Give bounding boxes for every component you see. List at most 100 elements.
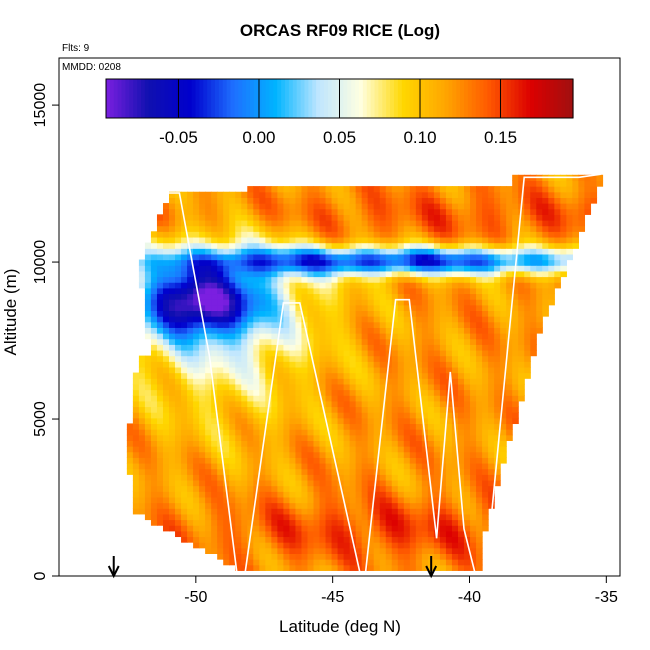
heatmap-cell xyxy=(223,287,230,295)
heatmap-cell xyxy=(536,276,543,283)
heatmap-cell xyxy=(494,338,501,345)
heatmap-cell xyxy=(427,310,435,317)
heatmap-cell xyxy=(367,457,375,464)
heatmap-cell xyxy=(530,333,537,340)
heatmap-cell xyxy=(373,536,381,543)
heatmap-cell xyxy=(162,287,170,295)
heatmap-cell xyxy=(554,225,561,232)
heatmap-cell xyxy=(427,208,435,215)
heatmap-cell xyxy=(415,304,423,312)
heatmap-cell xyxy=(144,434,152,441)
heatmap-cell xyxy=(470,389,477,396)
heatmap-cell xyxy=(439,355,447,362)
heatmap-cell xyxy=(325,462,333,470)
heatmap-cell xyxy=(403,242,411,249)
heatmap-cell xyxy=(235,451,242,458)
heatmap-cell xyxy=(397,412,405,419)
heatmap-cell xyxy=(193,299,200,306)
heatmap-cell xyxy=(253,547,260,554)
heatmap-cell xyxy=(518,344,525,351)
heatmap-cell xyxy=(548,299,555,306)
heatmap-cell xyxy=(464,344,471,351)
heatmap-cell xyxy=(217,321,224,328)
heatmap-cell xyxy=(349,429,357,436)
heatmap-cell xyxy=(277,344,284,351)
heatmap-cell xyxy=(235,327,242,334)
heatmap-cell xyxy=(144,389,152,396)
heatmap-cell xyxy=(470,412,477,419)
heatmap-cell xyxy=(367,496,375,504)
heatmap-cell xyxy=(379,508,387,515)
heatmap-cell xyxy=(235,253,242,261)
heatmap-cell xyxy=(162,429,170,436)
heatmap-cell xyxy=(295,191,303,198)
heatmap-cell xyxy=(566,191,573,198)
heatmap-cell xyxy=(373,287,381,295)
heatmap-cell xyxy=(241,508,248,515)
heatmap-cell xyxy=(229,412,236,419)
heatmap-cell xyxy=(199,236,206,244)
heatmap-cell xyxy=(271,321,278,328)
heatmap-cell xyxy=(247,321,254,328)
heatmap-cell xyxy=(464,553,471,560)
heatmap-cell xyxy=(301,299,309,306)
heatmap-cell xyxy=(367,219,375,227)
heatmap-cell xyxy=(367,383,375,391)
heatmap-cell xyxy=(187,462,194,470)
heatmap-cell xyxy=(361,231,369,238)
heatmap-cell xyxy=(223,282,230,289)
heatmap-cell xyxy=(150,287,158,295)
heatmap-cell xyxy=(464,197,471,204)
heatmap-cell xyxy=(518,366,525,374)
heatmap-cell xyxy=(494,417,501,425)
heatmap-cell xyxy=(331,395,339,402)
heatmap-cell xyxy=(337,231,345,238)
heatmap-cell xyxy=(457,214,465,221)
heatmap-cell xyxy=(138,496,146,504)
heatmap-cell xyxy=(331,186,339,193)
heatmap-cell xyxy=(313,519,321,526)
heatmap-cell xyxy=(373,191,381,198)
heatmap-cell xyxy=(482,429,489,436)
heatmap-cell xyxy=(488,293,495,300)
heatmap-cell xyxy=(205,265,212,272)
heatmap-cell xyxy=(560,236,567,244)
heatmap-cell xyxy=(427,191,435,198)
heatmap-cell xyxy=(482,197,489,204)
heatmap-cell xyxy=(193,530,200,538)
heatmap-cell xyxy=(373,479,381,487)
heatmap-cell xyxy=(494,389,501,396)
heatmap-cell xyxy=(253,519,260,526)
heatmap-cell xyxy=(265,372,272,379)
heatmap-cell xyxy=(512,355,519,362)
heatmap-cell xyxy=(518,270,525,278)
heatmap-cell xyxy=(241,231,248,238)
heatmap-cell xyxy=(277,479,284,487)
heatmap-cell xyxy=(175,530,182,538)
heatmap-cell xyxy=(367,378,375,385)
heatmap-cell xyxy=(144,508,152,515)
heatmap-cell xyxy=(361,462,369,470)
heatmap-cell xyxy=(175,513,182,521)
heatmap-cell xyxy=(313,333,321,340)
heatmap-cell xyxy=(421,242,429,249)
colorbar-segment xyxy=(117,79,123,118)
heatmap-cell xyxy=(187,333,194,340)
heatmap-cell xyxy=(355,530,363,538)
heatmap-cell xyxy=(193,338,200,345)
heatmap-cell xyxy=(451,321,459,328)
heatmap-cell xyxy=(337,219,345,227)
heatmap-cell xyxy=(500,208,507,215)
heatmap-cell xyxy=(187,406,194,413)
heatmap-cell xyxy=(150,355,158,362)
heatmap-cell xyxy=(205,197,212,204)
heatmap-cell xyxy=(409,412,417,419)
colorbar-segment xyxy=(242,79,247,118)
heatmap-cell xyxy=(241,378,248,385)
heatmap-cell xyxy=(457,197,465,204)
heatmap-cell xyxy=(313,525,321,532)
heatmap-cell xyxy=(229,485,236,492)
heatmap-cell xyxy=(277,214,284,221)
heatmap-cell xyxy=(235,304,242,312)
heatmap-cell xyxy=(253,265,260,272)
